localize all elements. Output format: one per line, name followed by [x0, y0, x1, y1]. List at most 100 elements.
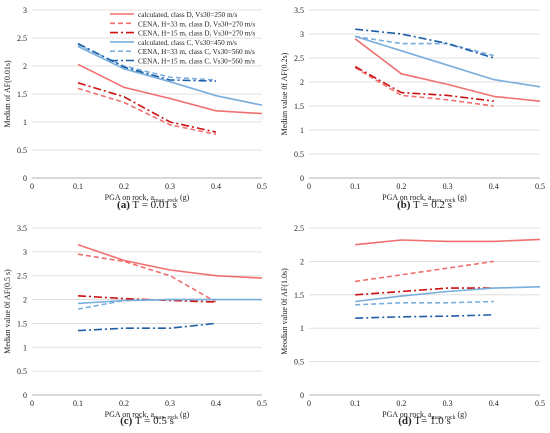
- x-axis-label: PGA on rock, amax, rock (g): [382, 193, 467, 204]
- x-tick-label: 0.2: [119, 182, 129, 191]
- series-line-3: [355, 287, 494, 296]
- x-tick-label: 0.4: [489, 182, 499, 191]
- series-line-4: [77, 45, 263, 106]
- panel-caption-letter: (a): [117, 199, 130, 211]
- y-tick-label: 2: [300, 257, 304, 266]
- panel-caption-text: T= 1.0 s: [412, 415, 451, 427]
- x-axis-label-unit: (g): [456, 193, 468, 202]
- y-axis-label: Meodian value 0f AF(1.0s): [280, 268, 289, 355]
- y-axis-label: Median value 0f AF(0.5 s): [3, 269, 12, 354]
- x-tick-label: 0: [307, 399, 311, 408]
- y-axis-label: Median of AF(0.01s): [3, 60, 12, 128]
- x-axis-label-subscript: max, rock: [432, 198, 456, 204]
- legend-label-3: CENA, H=15 m, class D, Vs30=270 m/s: [138, 30, 255, 38]
- series-line-3: [354, 65, 494, 102]
- panel-caption-letter: (c): [120, 415, 133, 427]
- y-tick-label: 2.5: [17, 34, 27, 43]
- y-tick-label: 2.5: [17, 272, 27, 281]
- series-line-6: [77, 42, 217, 82]
- x-tick-label: 0.3: [443, 399, 453, 408]
- y-tick-label: 0.5: [17, 146, 27, 155]
- y-tick-label: 1.5: [17, 90, 27, 99]
- x-axis-label-main: PGA on rock, a: [105, 193, 155, 202]
- series-line-5: [77, 298, 216, 310]
- x-axis-label: PGA on rock, amax, rock (g): [105, 193, 190, 204]
- x-tick-label: 0.2: [119, 399, 129, 408]
- x-tick-label: 0.2: [396, 182, 406, 191]
- series-line-2: [77, 87, 217, 136]
- y-tick-label: 0: [300, 391, 304, 400]
- y-tick-label: 3: [23, 6, 27, 15]
- x-axis-label-subscript: max, rock: [154, 415, 178, 421]
- x-tick-label: 0.2: [396, 399, 406, 408]
- y-tick-label: 0.5: [294, 150, 304, 159]
- y-tick-label: 0: [23, 391, 27, 400]
- y-tick-label: 3: [300, 30, 304, 39]
- x-tick-label: 0.3: [165, 399, 175, 408]
- y-tick-label: 1: [300, 324, 304, 333]
- legend-label-5: CENA, H=33 m, class C, Vs30=560 m/s: [138, 48, 255, 56]
- x-axis-label-unit: (g): [456, 410, 468, 419]
- x-axis-label: PGA on rock, amax, rock (g): [382, 410, 467, 421]
- panel-caption: (b) T = 0.2 s: [397, 199, 452, 211]
- chart-panel-1: 0 0.5 1 1.5 2 2.5 3 0 0.1 0.2 0.3 0.4 0.5 PGA on rock…: [3, 6, 267, 211]
- y-tick-label: 2: [300, 78, 304, 87]
- legend-label-2: CENA, H=33 m, class D, Vs30=270 m/s: [138, 20, 255, 28]
- x-tick-label: 0.1: [350, 182, 360, 191]
- legend-label-1: calculated, class D, Vs30=250 m/s: [138, 11, 238, 19]
- x-tick-label: 0.5: [257, 182, 267, 191]
- series-line-6: [355, 314, 494, 319]
- panel-caption: (d) T= 1.0 s: [398, 415, 450, 427]
- series-line-1: [354, 38, 541, 102]
- series-line-4: [354, 35, 541, 88]
- y-tick-label: 2: [23, 62, 27, 71]
- panel-caption-text: T = 0.2 s: [410, 199, 452, 211]
- chart-panel-4: 0 0.5 1 1.5 2 2.5 0 0.1 0.2 0.3 0.4 0.5 PGA on rock,…: [280, 224, 545, 427]
- x-tick-label: 0.1: [73, 399, 83, 408]
- panel-caption-letter: (d): [398, 415, 412, 427]
- y-tick-label: 2.5: [294, 224, 304, 233]
- x-tick-label: 0: [30, 182, 34, 191]
- y-tick-label: 1: [23, 343, 27, 352]
- chart-panel-2: 0 0.5 1 1.5 2 2.5 3 3.5 0 0.1 0.2 0.3 0.4 0.5 PGA on r…: [280, 6, 545, 211]
- y-tick-label: 3: [23, 248, 27, 257]
- y-tick-label: 1: [23, 118, 27, 127]
- x-tick-label: 0.3: [443, 182, 453, 191]
- x-tick-label: 0.1: [350, 399, 360, 408]
- series-line-2: [354, 66, 494, 107]
- y-tick-label: 0: [23, 174, 27, 183]
- x-axis-label: PGA on rock, amax, rock (g): [105, 410, 190, 421]
- x-axis-label-subscript: max, rock: [154, 198, 178, 204]
- series-line-1: [77, 63, 263, 115]
- x-axis-label-main: PGA on rock, a: [382, 193, 432, 202]
- series-line-5: [77, 43, 217, 81]
- y-tick-label: 1.5: [294, 102, 304, 111]
- y-tick-label: 3.5: [17, 224, 27, 233]
- x-tick-label: 0.4: [211, 399, 221, 408]
- y-tick-label: 2: [23, 296, 27, 305]
- series-line-1: [77, 243, 263, 279]
- series-line-6: [77, 322, 217, 332]
- series-line-2: [77, 253, 217, 303]
- series-line-5: [355, 300, 494, 306]
- y-tick-label: 1.5: [294, 291, 304, 300]
- y-tick-label: 0.5: [294, 358, 304, 367]
- x-tick-label: 0: [307, 182, 311, 191]
- series-line-5: [355, 35, 495, 57]
- x-axis-label-unit: (g): [178, 410, 190, 419]
- y-tick-label: 3.5: [294, 6, 304, 15]
- x-tick-label: 0.5: [535, 399, 545, 408]
- y-tick-label: 0: [300, 174, 304, 183]
- y-tick-label: 1.5: [17, 319, 27, 328]
- y-tick-label: 2.5: [294, 54, 304, 63]
- x-tick-label: 0.1: [73, 182, 83, 191]
- x-tick-label: 0.3: [165, 182, 175, 191]
- x-tick-label: 0: [30, 399, 34, 408]
- x-axis-label-main: PGA on rock, a: [105, 410, 155, 419]
- x-tick-label: 0.4: [211, 182, 221, 191]
- legend-label-4: calculated, class C, Vs30=450 m/s: [138, 39, 237, 47]
- panel-caption-letter: (b): [397, 199, 411, 211]
- panel-caption: (c) T = 0.5 s: [120, 415, 174, 427]
